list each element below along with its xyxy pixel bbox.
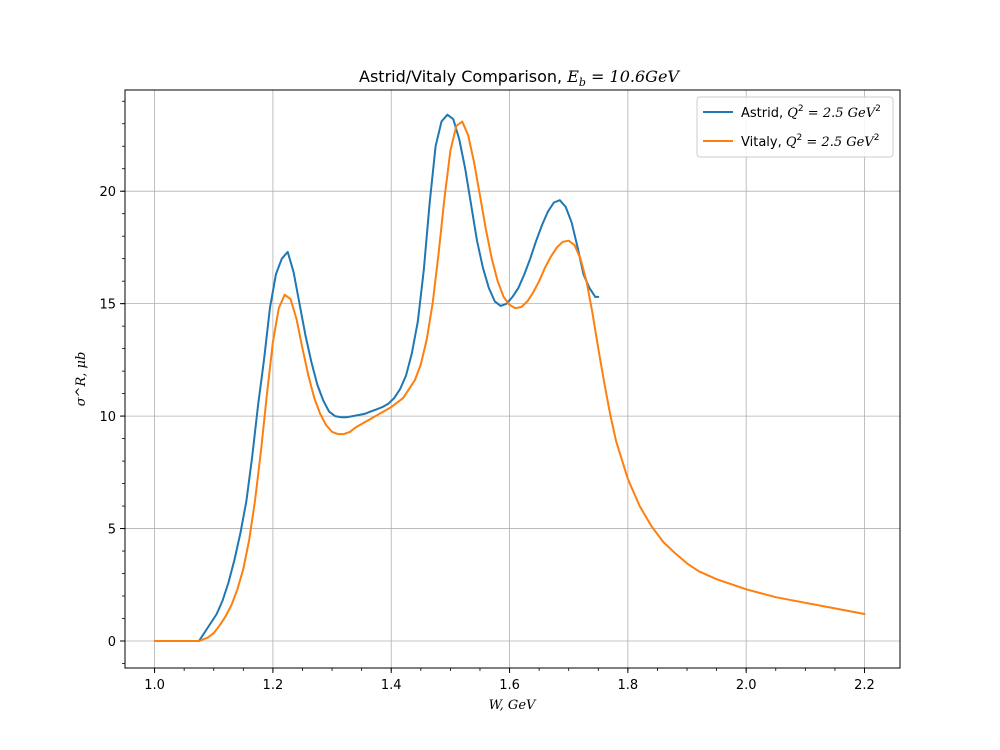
series-layer <box>153 113 866 642</box>
series-line-astrid <box>198 113 600 642</box>
legend-box <box>696 96 894 158</box>
legend-vitaly-prefix: Vitaly, <box>741 135 786 150</box>
x-tick-label: 1.6 <box>499 678 520 693</box>
x-tick-label: 1.0 <box>144 678 165 693</box>
y-tick-label: 15 <box>99 298 116 313</box>
y-tick-label: 20 <box>99 185 116 200</box>
legend-astrid-suffix: = 2.5 GeV <box>804 106 877 121</box>
legend-label-astrid: Astrid, Q2 = 2.5 GeV2 <box>741 104 881 121</box>
y-axis: 0 5 10 15 20 <box>99 100 125 664</box>
chart-title: Astrid/Vitaly Comparison, Eb = 10.6GeV <box>359 67 680 89</box>
legend-astrid-q: Q <box>787 106 798 121</box>
chart-title-var: E <box>566 67 579 86</box>
legend-astrid-q-sup: 2 <box>798 104 804 114</box>
legend-astrid-gev-sup: 2 <box>875 104 881 114</box>
x-tick-label: 2.2 <box>854 678 875 693</box>
x-axis: 1.0 1.2 1.4 1.6 1.8 2.0 2.2 <box>144 668 875 693</box>
legend-label-vitaly: Vitaly, Q2 = 2.5 GeV2 <box>741 133 879 150</box>
x-tick-label: 1.8 <box>618 678 639 693</box>
legend-vitaly-gev-sup: 2 <box>874 133 880 143</box>
x-tick-label: 2.0 <box>736 678 757 693</box>
grid <box>125 90 900 668</box>
chart-title-suffix: = 10.6GeV <box>586 67 680 86</box>
y-tick-label: 0 <box>108 635 116 650</box>
x-axis-label: W, GeV <box>489 698 537 713</box>
legend-vitaly-suffix: = 2.5 GeV <box>802 135 875 150</box>
legend-vitaly-q: Q <box>786 135 797 150</box>
y-axis-label: σ^R, μb <box>74 352 89 407</box>
series-line-vitaly <box>153 120 866 642</box>
legend: Astrid, Q2 = 2.5 GeV2 Vitaly, Q2 = 2.5 G… <box>696 96 894 158</box>
legend-vitaly-q-sup: 2 <box>797 133 803 143</box>
chart-title-prefix: Astrid/Vitaly Comparison, <box>359 67 567 86</box>
x-tick-label: 1.2 <box>263 678 284 693</box>
plot-frame <box>124 89 901 669</box>
legend-astrid-prefix: Astrid, <box>741 106 787 121</box>
chart-title-sub: b <box>579 76 586 89</box>
x-tick-label: 1.4 <box>381 678 402 693</box>
y-tick-label: 5 <box>108 523 116 538</box>
y-tick-label: 10 <box>99 410 116 425</box>
